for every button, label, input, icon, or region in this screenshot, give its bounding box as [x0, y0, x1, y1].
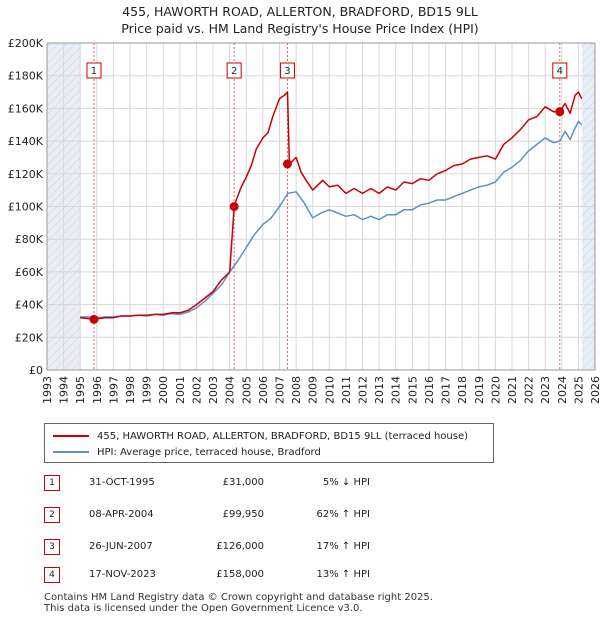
- transaction-row: 3 26-JUN-2007 £126,000 17% ↑ HPI: [44, 539, 384, 559]
- x-tick-label: 2019: [473, 376, 486, 404]
- y-tick-label: £180K: [8, 70, 44, 83]
- x-tick-label: 2017: [440, 376, 453, 404]
- plot-border: [46, 42, 596, 371]
- transaction-hpi: 13% ↑ HPI: [316, 569, 370, 580]
- transaction-number: 1: [44, 475, 60, 491]
- x-tick-label: 2013: [373, 376, 386, 404]
- x-tick-label: 2001: [174, 376, 187, 404]
- transaction-row: 2 08-APR-2004 £99,950 62% ↑ HPI: [44, 507, 384, 527]
- legend-item-property: 455, HAWORTH ROAD, ALLERTON, BRADFORD, B…: [53, 429, 468, 443]
- hpi-line: [80, 120, 583, 319]
- x-tick-label: 2010: [323, 376, 336, 404]
- transaction-point: [229, 202, 239, 212]
- footer: Contains HM Land Registry data © Crown c…: [44, 592, 433, 614]
- x-tick-label: 2006: [257, 376, 270, 404]
- y-tick-label: £80K: [15, 233, 44, 246]
- transaction-row: 4 17-NOV-2023 £158,000 13% ↑ HPI: [44, 567, 384, 587]
- transaction-hpi: 5% ↓ HPI: [322, 477, 370, 488]
- property-price-line: [80, 91, 583, 321]
- x-tick-label: 2008: [290, 376, 303, 404]
- x-tick-label: 1995: [74, 376, 87, 404]
- x-tick-label: 2007: [273, 376, 286, 404]
- transaction-number: 3: [44, 539, 60, 555]
- x-tick-label: 2012: [357, 376, 370, 404]
- transaction-price: £99,950: [222, 509, 264, 520]
- x-tick-label: 2021: [506, 376, 519, 404]
- x-tick-label: 2005: [240, 376, 253, 404]
- price-chart: £0 £20K £40K £60K £80K £100K £120K £140K £160K £1…: [8, 37, 600, 404]
- legend-swatch-hpi: [53, 451, 89, 453]
- x-tick-label: 2022: [523, 376, 536, 404]
- x-tick-label: 2016: [423, 376, 436, 404]
- x-tick-label: 1994: [58, 376, 71, 404]
- x-tick-label: 2025: [572, 376, 585, 404]
- transaction-label: 4: [557, 66, 563, 77]
- x-tick-label: 2009: [307, 376, 320, 404]
- x-tick-label: 2020: [489, 376, 502, 404]
- transaction-price: £126,000: [216, 541, 264, 552]
- y-tick-label: £200K: [8, 37, 44, 50]
- transaction-label-box: [226, 62, 242, 79]
- transaction-date: 31-OCT-1995: [89, 477, 155, 488]
- transaction-label: 2: [231, 66, 237, 77]
- transaction-hpi: 17% ↑ HPI: [316, 541, 370, 552]
- transaction-label-box: [86, 62, 102, 79]
- y-tick-label: £60K: [15, 266, 44, 279]
- x-tick-label: 2003: [207, 376, 220, 404]
- footer-licence: This data is licensed under the Open Gov…: [44, 603, 363, 614]
- x-tick-label: 1998: [124, 376, 137, 404]
- y-tick-label: £160K: [8, 102, 44, 115]
- transaction-date: 17-NOV-2023: [89, 569, 156, 580]
- x-tick-label: 2002: [190, 376, 203, 404]
- transaction-label: 1: [91, 66, 97, 77]
- transaction-label-box: [279, 62, 295, 79]
- footer-copyright: Contains HM Land Registry data © Crown c…: [44, 592, 433, 603]
- x-tick-label: 2018: [456, 376, 469, 404]
- x-tick-label: 1999: [141, 376, 154, 404]
- transaction-label: 3: [284, 66, 290, 77]
- transaction-number: 4: [44, 567, 60, 583]
- transaction-point: [555, 107, 565, 117]
- x-tick-label: 2023: [539, 376, 552, 404]
- x-tick-label: 2000: [157, 376, 170, 404]
- x-tick-label: 2015: [406, 376, 419, 404]
- x-tick-label: 1996: [91, 376, 104, 404]
- x-tick-label: 2004: [224, 376, 237, 404]
- x-tick-label: 2024: [556, 376, 569, 404]
- chart-title-line2: Price paid vs. HM Land Registry's House …: [121, 21, 479, 36]
- y-tick-label: £140K: [8, 135, 44, 148]
- y-tick-label: £100K: [8, 201, 44, 214]
- y-tick-label: £120K: [8, 168, 44, 181]
- chart-legend: 455, HAWORTH ROAD, ALLERTON, BRADFORD, B…: [44, 423, 494, 463]
- chart-title-line1: 455, HAWORTH ROAD, ALLERTON, BRADFORD, B…: [122, 4, 478, 19]
- x-tick-label: 2014: [390, 376, 403, 404]
- transaction-row: 1 31-OCT-1995 £31,000 5% ↓ HPI: [44, 475, 384, 495]
- legend-label-property: 455, HAWORTH ROAD, ALLERTON, BRADFORD, B…: [97, 430, 469, 442]
- transaction-point: [282, 159, 292, 169]
- transaction-price: £158,000: [216, 569, 264, 580]
- transaction-number: 2: [44, 507, 60, 523]
- transaction-hpi: 62% ↑ HPI: [316, 509, 370, 520]
- transaction-label-box: [552, 62, 568, 79]
- transaction-date: 26-JUN-2007: [89, 541, 153, 552]
- x-tick-label: 1997: [107, 376, 120, 404]
- legend-swatch-property: [53, 435, 89, 437]
- x-tick-label: 2011: [340, 376, 353, 404]
- legend-label-hpi: HPI: Average price, terraced house, Brad…: [97, 446, 321, 458]
- transaction-price: £31,000: [222, 477, 264, 488]
- transaction-date: 08-APR-2004: [89, 509, 154, 520]
- y-tick-label: £0: [29, 364, 43, 377]
- x-tick-label: 2026: [589, 376, 600, 404]
- transaction-point: [89, 314, 99, 324]
- x-tick-label: 1993: [41, 376, 54, 404]
- y-tick-label: £40K: [15, 299, 44, 312]
- y-tick-label: £20K: [15, 331, 44, 344]
- legend-item-hpi: HPI: Average price, terraced house, Brad…: [53, 445, 321, 459]
